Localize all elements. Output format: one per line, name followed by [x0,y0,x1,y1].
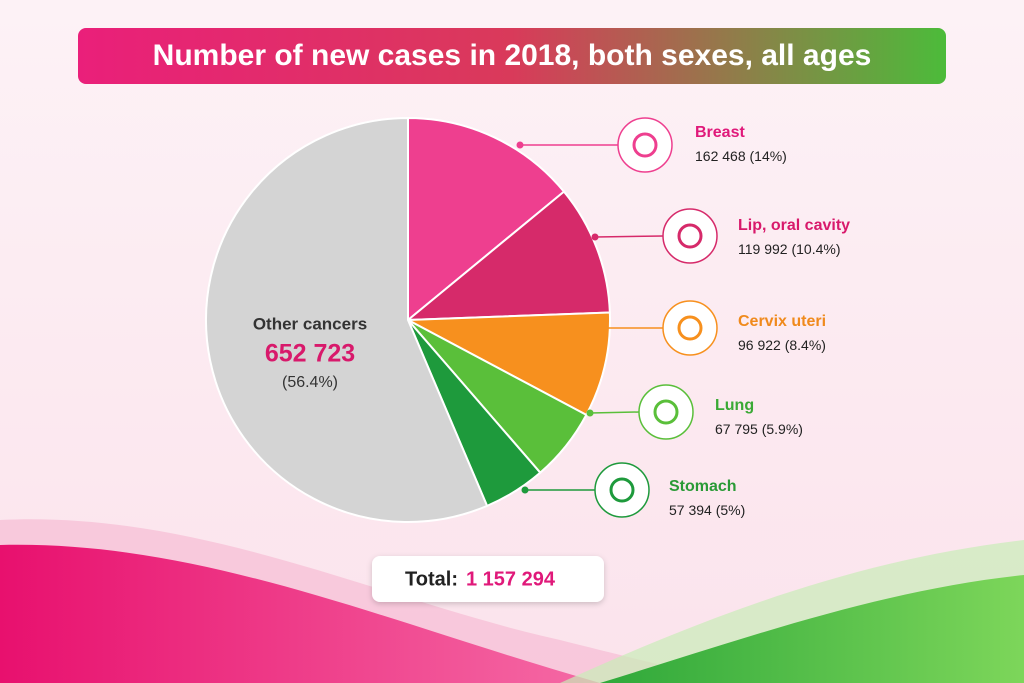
pie-slice [205,116,489,523]
value-percent: (5%) [716,502,746,518]
value-label: 57 394 (5%) [669,502,745,518]
chart-title: Number of new cases in 2018, both sexes,… [153,39,872,72]
category-label: Lung [715,397,754,414]
pie-slice [407,116,566,323]
pie: Other cancers 652 723 (56.4%) [205,116,611,523]
value-label: 119 992 (10.4%) [738,241,841,257]
total-box [372,556,604,602]
icon-circle [617,117,673,173]
leader-dot [516,141,524,149]
category-label: Lip, oral cavity [738,217,850,234]
icon [677,223,703,249]
value-percent: (14%) [750,148,787,164]
icon-circle [638,384,694,440]
leader-dot [591,233,599,241]
value-percent: (8.4%) [785,337,826,353]
value-percent: (10.4%) [791,241,840,257]
category-label: Other cancers [253,314,367,333]
value-count: 119 992 [738,241,788,257]
value-count: 67 795 [715,421,758,437]
icon [653,399,679,425]
value-label: 67 795 (5.9%) [715,421,803,437]
total-value: 1 157 294 [466,568,556,590]
value-label: 162 468 (14%) [695,148,787,164]
title-bar [78,28,946,84]
category-label: Stomach [669,478,737,495]
category-label: Breast [695,124,745,141]
total-label: Total: [405,568,458,590]
pie-slice [405,190,611,322]
callouts: Breast 162 468 (14%) Lip, oral cavity 119 9… [516,117,850,518]
category-label: Cervix uteri [738,313,826,330]
value-count: 96 922 [738,337,781,353]
value-label: 96 922 (8.4%) [738,337,826,353]
leader-line [594,235,664,238]
icon [609,477,635,503]
icon-circle [662,208,718,264]
icon-circle [662,300,718,356]
percent-label: (56.4%) [282,374,338,391]
value-percent: (5.9%) [762,421,803,437]
wave [600,575,1024,683]
icon-circle [594,462,650,518]
value-count: 162 468 [695,148,746,164]
leader-dot [596,324,604,332]
icon [677,315,703,341]
leader-line [589,411,640,414]
leader-dot [586,409,594,417]
wave [0,544,600,683]
value-label: 652 723 [265,340,355,368]
value-count: 57 394 [669,502,712,518]
leader-dot [521,486,529,494]
icon [632,132,658,158]
